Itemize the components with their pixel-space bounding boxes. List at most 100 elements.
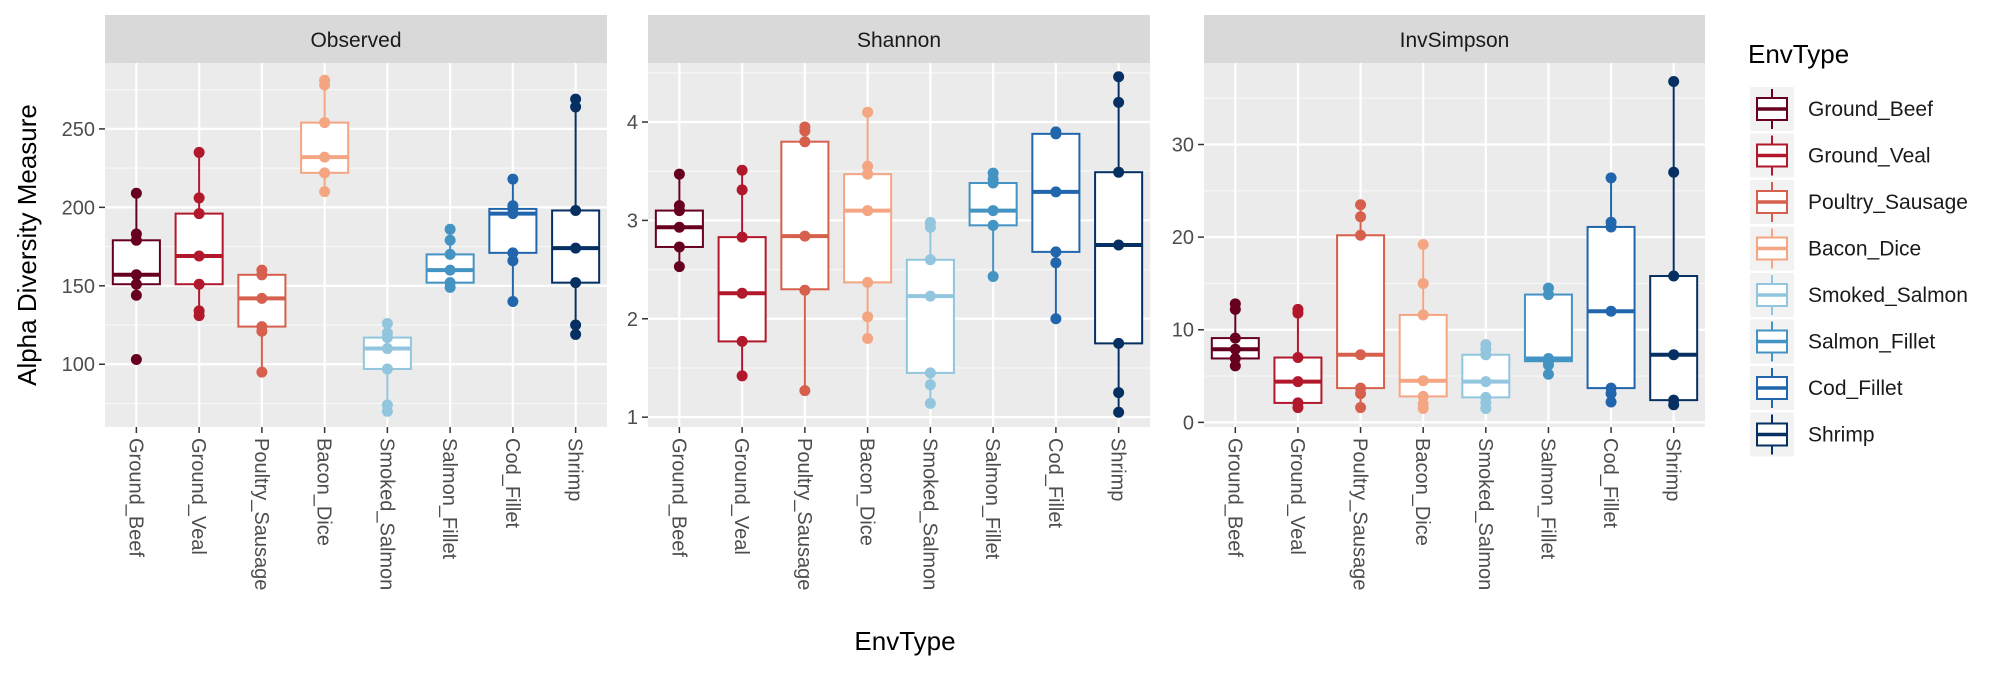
- data-point: [1292, 352, 1304, 364]
- x-tick-label: Ground_Veal: [187, 438, 209, 555]
- data-point: [1668, 349, 1680, 361]
- data-point: [862, 160, 874, 172]
- data-point: [193, 278, 205, 290]
- data-point: [444, 277, 456, 289]
- data-point: [862, 205, 874, 217]
- data-point: [987, 167, 999, 179]
- facet-title: Observed: [310, 29, 401, 52]
- data-point: [1605, 216, 1617, 228]
- x-tick-label: Ground_Beef: [1223, 438, 1245, 557]
- data-point: [987, 270, 999, 282]
- legend-item-ground-beef: Ground_Beef: [1750, 87, 1933, 131]
- data-point: [256, 321, 268, 333]
- data-point: [1229, 332, 1241, 344]
- legend-item-ground-veal: Ground_Veal: [1750, 133, 1931, 178]
- data-point: [924, 254, 936, 266]
- data-point: [570, 242, 582, 254]
- facet-strip: [648, 15, 1150, 63]
- y-tick-label: 200: [62, 197, 95, 219]
- data-point: [1113, 96, 1125, 108]
- data-point: [130, 278, 142, 290]
- y-tick-label: 0: [1183, 412, 1194, 434]
- data-point: [673, 221, 685, 233]
- panel-invsimpson: InvSimpson 0 10 20 30 Ground_Beef Ground_Veal P…: [1172, 15, 1705, 590]
- x-tick-label: Shrimp: [564, 438, 586, 501]
- legend-item-shrimp: Shrimp: [1750, 412, 1875, 457]
- x-tick-label: Salmon_Fillet: [1536, 438, 1558, 560]
- data-point: [1417, 375, 1429, 387]
- data-point: [570, 93, 582, 105]
- x-tick-label: Bacon_Dice: [1411, 438, 1433, 546]
- box-iqr: [1649, 275, 1699, 402]
- data-point: [1050, 126, 1062, 138]
- y-tick-label: 20: [1172, 227, 1194, 249]
- data-point: [381, 363, 393, 375]
- legend-item-cod-fillet: Cod_Fillet: [1750, 366, 1903, 410]
- x-tick-label: Bacon_Dice: [856, 438, 878, 546]
- data-point: [862, 106, 874, 118]
- data-point: [1605, 172, 1617, 184]
- data-point: [319, 167, 331, 179]
- data-point: [1113, 406, 1125, 418]
- data-point: [1113, 239, 1125, 251]
- data-point: [1417, 390, 1429, 402]
- data-point: [1113, 71, 1125, 83]
- data-point: [1355, 229, 1367, 241]
- data-point: [319, 74, 331, 86]
- facet-strip: [105, 15, 607, 63]
- facet-title: InvSimpson: [1400, 29, 1510, 52]
- legend-label: Ground_Veal: [1808, 145, 1931, 168]
- box-ground-veal: [174, 146, 224, 322]
- data-point: [862, 168, 874, 180]
- data-point: [987, 205, 999, 217]
- data-point: [1292, 303, 1304, 315]
- panel-shannon: Shannon 1 2 3 4 Ground_Beef Ground_Veal Poultry…: [627, 15, 1150, 590]
- data-point: [444, 264, 456, 276]
- data-point: [193, 192, 205, 204]
- box-shrimp: [1094, 71, 1144, 418]
- data-point: [1050, 186, 1062, 198]
- y-tick-label: 10: [1172, 320, 1194, 342]
- data-point: [130, 354, 142, 366]
- data-point: [1050, 246, 1062, 258]
- data-point: [193, 250, 205, 262]
- data-point: [1229, 352, 1241, 364]
- data-point: [256, 292, 268, 304]
- data-point: [1542, 352, 1554, 364]
- data-point: [381, 343, 393, 355]
- legend-label: Shrimp: [1808, 424, 1875, 447]
- data-point: [673, 200, 685, 212]
- data-point: [1113, 166, 1125, 178]
- data-point: [1229, 343, 1241, 355]
- box-ground-veal: [1273, 303, 1323, 414]
- box-iqr: [1523, 293, 1573, 363]
- data-point: [1417, 239, 1429, 251]
- data-point: [507, 295, 519, 307]
- data-point: [799, 230, 811, 242]
- x-tick-label: Ground_Veal: [1286, 438, 1308, 555]
- data-point: [256, 366, 268, 378]
- data-point: [193, 146, 205, 158]
- data-point: [1480, 376, 1492, 388]
- data-point: [381, 317, 393, 329]
- legend-title: EnvType: [1748, 39, 1849, 69]
- data-point: [507, 173, 519, 185]
- box-iqr: [905, 258, 955, 374]
- y-tick-label: 4: [627, 112, 638, 134]
- data-point: [130, 187, 142, 199]
- data-point: [862, 332, 874, 344]
- box-ground-beef: [654, 168, 704, 273]
- data-point: [673, 241, 685, 253]
- data-point: [1355, 382, 1367, 394]
- data-point: [1480, 391, 1492, 403]
- box-iqr: [174, 212, 224, 286]
- legend-label: Ground_Beef: [1808, 98, 1933, 121]
- x-tick-label: Cod_Fillet: [501, 438, 523, 528]
- data-point: [444, 223, 456, 235]
- x-tick-label: Ground_Veal: [730, 438, 752, 555]
- x-tick-label: Shrimp: [1107, 438, 1129, 501]
- legend-item-bacon-dice: Bacon_Dice: [1750, 226, 1921, 271]
- x-tick-label: Ground_Beef: [667, 438, 689, 557]
